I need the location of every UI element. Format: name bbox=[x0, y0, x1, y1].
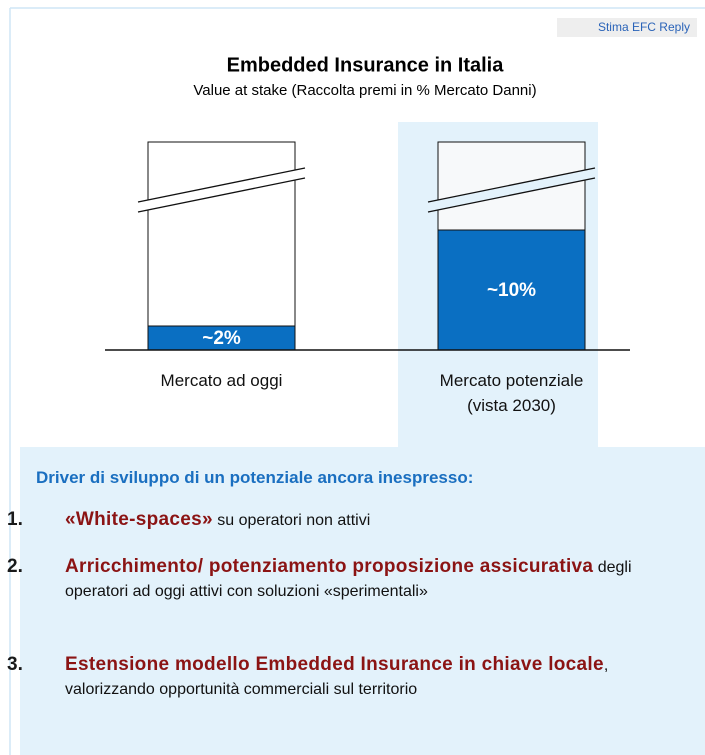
value-label: ~2% bbox=[202, 328, 241, 349]
break-line bbox=[427, 167, 596, 203]
driver-item: 2. Arricchimento/ potenziamento proposizi… bbox=[7, 555, 696, 604]
break-line bbox=[137, 177, 306, 213]
driver-desc: , valorizzando opportunità commerciali s… bbox=[65, 657, 609, 698]
chart-subtitle: Value at stake (Raccolta premi in % Merc… bbox=[193, 82, 536, 99]
bar-frame bbox=[147, 141, 296, 351]
driver-desc: degli operatori ad oggi attivi con soluz… bbox=[65, 559, 632, 600]
driver-bold: Arricchimento/ potenziamento proposizion… bbox=[65, 556, 594, 577]
axis-break bbox=[138, 168, 305, 212]
driver-text: 2. Arricchimento/ potenziamento proposizi… bbox=[7, 555, 675, 604]
bar bbox=[437, 229, 586, 351]
driver-text: 1. «White-spaces» su operatori non attivi bbox=[7, 508, 685, 533]
driver-desc: su operatori non attivi bbox=[212, 512, 371, 529]
category-label: Mercato potenziale (vista 2030) bbox=[439, 371, 584, 415]
driver-item: 1. «White-spaces» su operatori non attivi bbox=[7, 508, 696, 533]
axis-break bbox=[428, 168, 595, 212]
note-box bbox=[557, 18, 697, 37]
value-label: ~10% bbox=[487, 280, 536, 301]
note: Stima EFC Reply bbox=[598, 20, 690, 34]
drivers-box bbox=[20, 447, 705, 755]
drivers-title: Driver di sviluppo di un potenziale anco… bbox=[36, 468, 474, 487]
break-line bbox=[427, 177, 596, 213]
driver-bold: Estensione modello Embedded Insurance in… bbox=[65, 654, 604, 675]
driver-text: 3. Estensione modello Embedded Insurance … bbox=[7, 653, 675, 702]
driver-item: 3. Estensione modello Embedded Insurance … bbox=[7, 653, 696, 702]
driver-bold: «White-spaces» bbox=[65, 509, 213, 530]
chart-title: Embedded Insurance in Italia bbox=[227, 54, 505, 76]
driver-number: 1. bbox=[7, 509, 23, 530]
break-line bbox=[137, 167, 306, 203]
category-label: Mercato ad oggi bbox=[160, 371, 283, 390]
driver-number: 2. bbox=[7, 556, 23, 577]
driver-number: 3. bbox=[7, 654, 23, 675]
